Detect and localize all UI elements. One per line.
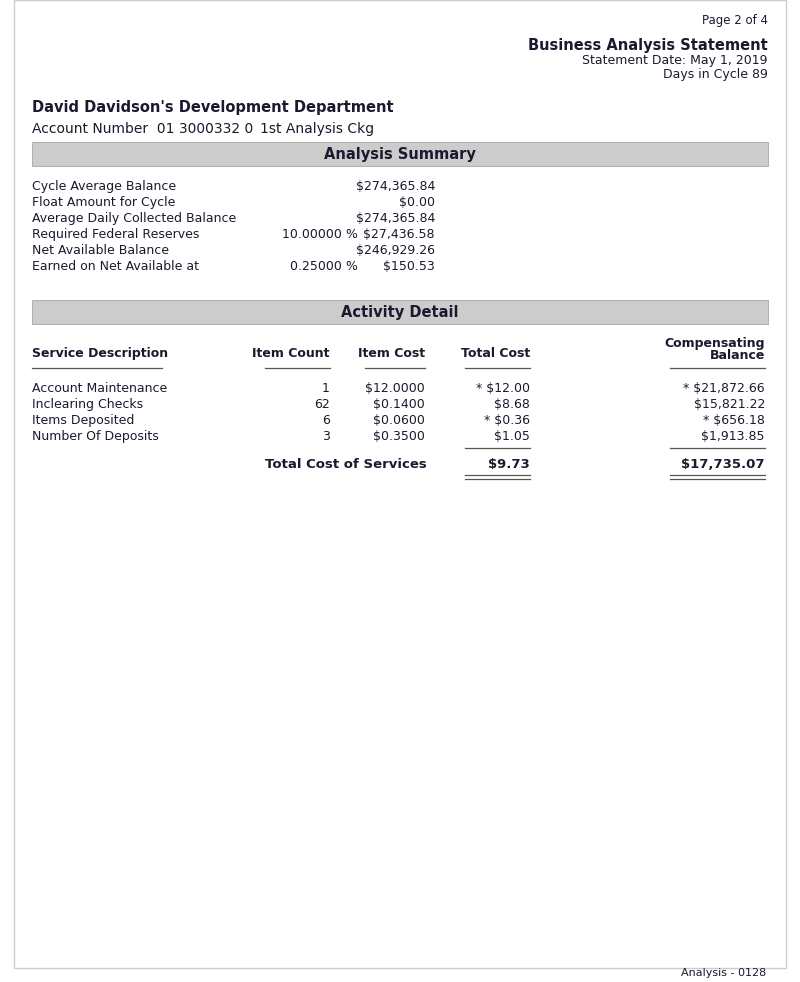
Text: Page 2 of 4: Page 2 of 4 xyxy=(702,14,768,27)
Text: $246,929.26: $246,929.26 xyxy=(356,244,435,257)
Text: $274,365.84: $274,365.84 xyxy=(356,212,435,225)
Text: Statement Date: May 1, 2019: Statement Date: May 1, 2019 xyxy=(582,54,768,67)
Text: Account Number  01 3000332 0: Account Number 01 3000332 0 xyxy=(32,122,254,136)
Text: $0.00: $0.00 xyxy=(399,196,435,209)
Text: Float Amount for Cycle: Float Amount for Cycle xyxy=(32,196,175,209)
Text: 6: 6 xyxy=(322,414,330,427)
Text: Days in Cycle 89: Days in Cycle 89 xyxy=(663,68,768,81)
Text: $1,913.85: $1,913.85 xyxy=(702,430,765,443)
Text: * $12.00: * $12.00 xyxy=(476,382,530,395)
Text: 10.00000 %: 10.00000 % xyxy=(282,228,358,241)
Bar xyxy=(32,142,768,166)
Text: $15,821.22: $15,821.22 xyxy=(694,398,765,411)
Text: Inclearing Checks: Inclearing Checks xyxy=(32,398,143,411)
Text: Service Description: Service Description xyxy=(32,347,168,360)
Text: $8.68: $8.68 xyxy=(494,398,530,411)
Text: Compensating: Compensating xyxy=(665,337,765,350)
Text: Analysis - 0128: Analysis - 0128 xyxy=(681,968,766,978)
Text: * $21,872.66: * $21,872.66 xyxy=(683,382,765,395)
Text: Analysis Summary: Analysis Summary xyxy=(324,146,476,161)
Text: David Davidson's Development Department: David Davidson's Development Department xyxy=(32,100,394,115)
Text: Required Federal Reserves: Required Federal Reserves xyxy=(32,228,199,241)
Text: $1.05: $1.05 xyxy=(494,430,530,443)
Text: $17,735.07: $17,735.07 xyxy=(682,458,765,471)
Text: * $0.36: * $0.36 xyxy=(484,414,530,427)
Text: $12.0000: $12.0000 xyxy=(366,382,425,395)
Text: $0.3500: $0.3500 xyxy=(373,430,425,443)
Text: 1: 1 xyxy=(322,382,330,395)
Text: Total Cost: Total Cost xyxy=(461,347,530,360)
Text: Cycle Average Balance: Cycle Average Balance xyxy=(32,180,176,193)
Text: Balance: Balance xyxy=(710,349,765,362)
Text: $0.1400: $0.1400 xyxy=(374,398,425,411)
Text: Number Of Deposits: Number Of Deposits xyxy=(32,430,158,443)
Text: 62: 62 xyxy=(314,398,330,411)
Text: $0.0600: $0.0600 xyxy=(373,414,425,427)
Text: $9.73: $9.73 xyxy=(488,458,530,471)
Text: Item Count: Item Count xyxy=(253,347,330,360)
Text: $274,365.84: $274,365.84 xyxy=(356,180,435,193)
Bar xyxy=(32,300,768,324)
Text: Earned on Net Available at: Earned on Net Available at xyxy=(32,260,199,273)
Text: 1st Analysis Ckg: 1st Analysis Ckg xyxy=(260,122,374,136)
Text: Business Analysis Statement: Business Analysis Statement xyxy=(528,38,768,53)
Text: Total Cost of Services: Total Cost of Services xyxy=(265,458,426,471)
Text: 0.25000 %: 0.25000 % xyxy=(290,260,358,273)
Text: $27,436.58: $27,436.58 xyxy=(363,228,435,241)
Text: 3: 3 xyxy=(322,430,330,443)
Text: $150.53: $150.53 xyxy=(383,260,435,273)
Text: Account Maintenance: Account Maintenance xyxy=(32,382,167,395)
Text: * $656.18: * $656.18 xyxy=(703,414,765,427)
Text: Items Deposited: Items Deposited xyxy=(32,414,134,427)
Text: Item Cost: Item Cost xyxy=(358,347,425,360)
Text: Activity Detail: Activity Detail xyxy=(342,304,458,319)
Text: Net Available Balance: Net Available Balance xyxy=(32,244,169,257)
Text: Average Daily Collected Balance: Average Daily Collected Balance xyxy=(32,212,236,225)
